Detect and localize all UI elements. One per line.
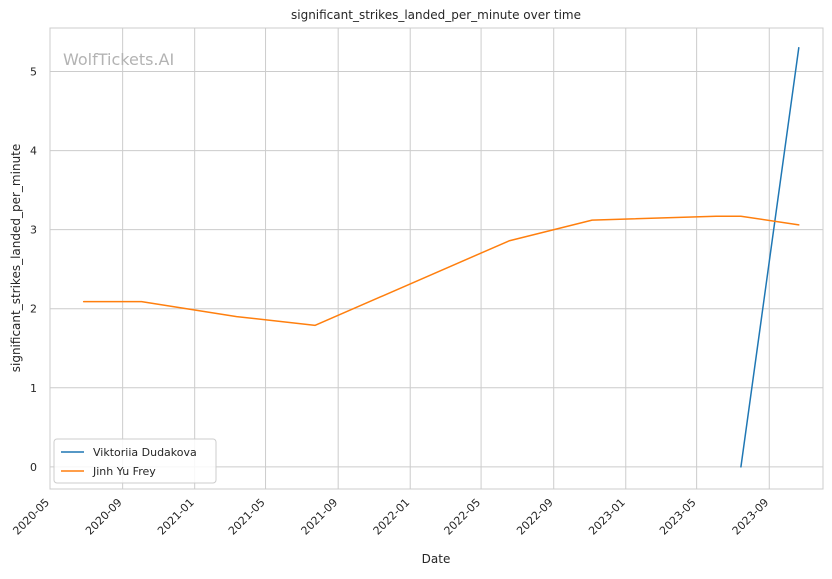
x-tick-label: 2020-09 (83, 496, 125, 538)
x-axis-label: Date (422, 552, 451, 566)
x-tick-label: 2022-01 (371, 496, 413, 538)
legend: Viktoriia Dudakova Jinh Yu Frey (53, 438, 217, 484)
legend-label-viktoriia-dudakova: Viktoriia Dudakova (93, 446, 197, 459)
y-tick-label: 0 (30, 461, 37, 474)
x-tick-label: 2022-09 (514, 496, 556, 538)
y-tick-labels: 0 1 2 3 4 5 (30, 65, 37, 473)
series-line-jinh-yu-frey (82, 215, 800, 327)
x-tick-label: 2021-09 (299, 496, 341, 538)
y-tick-label: 1 (30, 382, 37, 395)
plot-frame (49, 27, 824, 490)
x-tick-label: 2023-05 (657, 496, 699, 538)
y-tick-label: 5 (30, 65, 37, 78)
plot-background (50, 28, 823, 489)
x-tick-label: 2020-05 (10, 496, 52, 538)
x-tick-label: 2021-05 (226, 496, 268, 538)
legend-label-jinh-yu-frey: Jinh Yu Frey (92, 465, 156, 478)
watermark-text: WolfTickets.AI (63, 50, 174, 69)
y-axis-label: significant_strikes_landed_per_minute (9, 144, 23, 373)
x-tick-label: 2023-09 (730, 496, 772, 538)
chart-title: significant_strikes_landed_per_minute ov… (291, 8, 581, 22)
series-line-viktoriia-dudakova (740, 47, 800, 468)
x-tick-label: 2022-05 (442, 496, 484, 538)
y-tick-label: 4 (30, 145, 37, 158)
x-tick-label: 2021-01 (155, 496, 197, 538)
x-gridlines (49, 28, 770, 489)
series-layer (82, 47, 800, 468)
legend-box (53, 438, 217, 484)
x-tick-labels: 2020-05 2020-09 2021-01 2021-05 2021-09 2022-… (10, 496, 771, 538)
y-tick-label: 2 (30, 303, 37, 316)
y-tick-label: 3 (30, 224, 37, 237)
x-tick-label: 2023-01 (586, 496, 628, 538)
